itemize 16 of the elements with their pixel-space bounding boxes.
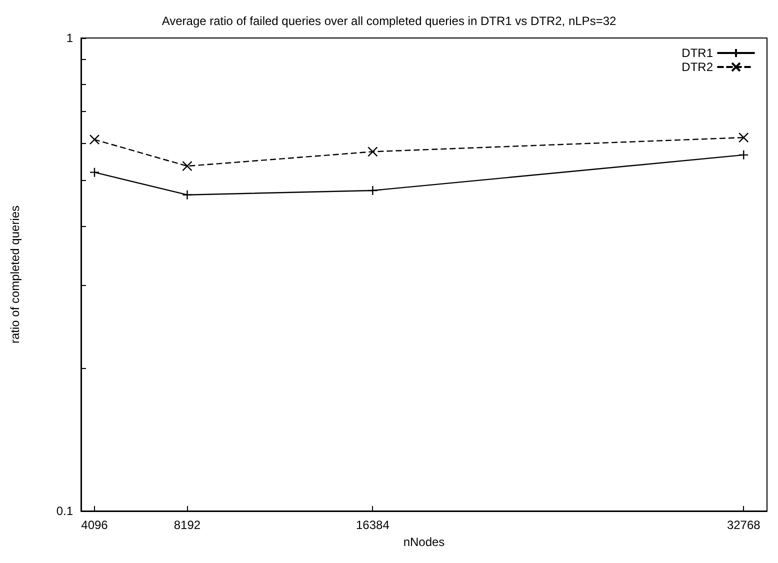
- x-tick-label: 32768: [726, 518, 761, 532]
- x-tick-label: 8192: [174, 518, 201, 532]
- x-tick-label: 16384: [356, 518, 390, 532]
- point: [368, 146, 378, 157]
- point: [738, 132, 749, 143]
- point: [182, 161, 192, 172]
- point: [89, 134, 100, 145]
- y-axis-title: ratio of completed queries: [8, 205, 22, 344]
- y-tick-label: 1: [66, 31, 74, 45]
- chart-title: Average ratio of failed queries over all completed queries in DTR1 vs DTR2, nLPs=32: [162, 14, 616, 28]
- y-tick-label: 0.1: [56, 504, 74, 518]
- x-axis-title: nNodes: [403, 534, 445, 549]
- point: [89, 167, 100, 178]
- legend-label: DTR2: [682, 60, 714, 74]
- x-tick-label: 4096: [81, 518, 108, 532]
- legend-label: DTR1: [682, 46, 714, 60]
